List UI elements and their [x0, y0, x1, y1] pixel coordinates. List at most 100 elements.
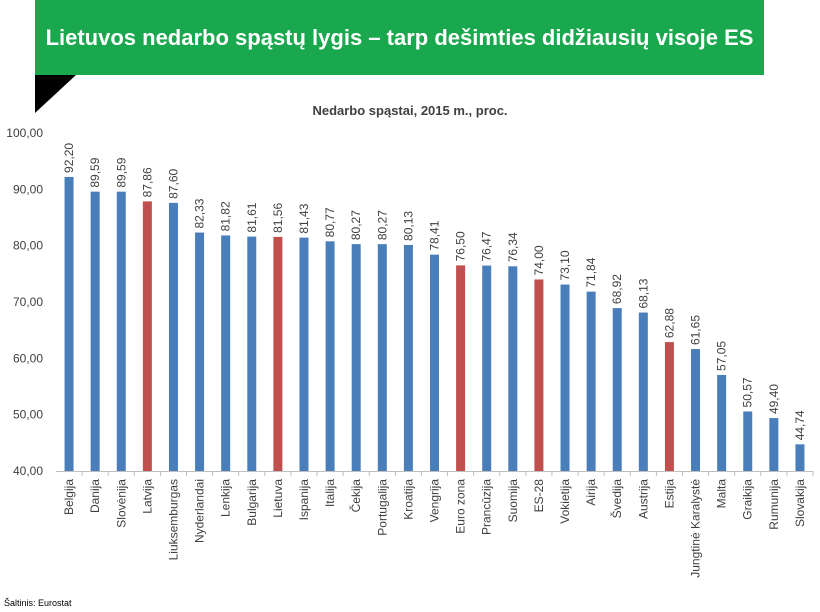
bar-18: [534, 279, 544, 471]
bar-22: [638, 312, 648, 471]
category-label: Malta: [715, 479, 729, 509]
bar-1: [90, 191, 100, 471]
bar-0: [64, 176, 74, 471]
bar-7: [247, 236, 257, 471]
category-label: Portugalija: [375, 479, 389, 536]
category-label: Estija: [662, 479, 676, 509]
data-label: 87,60: [166, 168, 180, 198]
category-label: Slovakija: [793, 479, 807, 527]
data-label: 61,65: [689, 315, 703, 345]
data-label: 80,13: [401, 211, 415, 241]
category-label: Čekija: [348, 479, 363, 513]
category-label: Latvija: [140, 479, 154, 514]
y-tick-label: 80,00: [13, 239, 43, 253]
category-label: Ispanija: [297, 479, 311, 521]
category-label: Jungtinė Karalystė: [689, 479, 703, 578]
bar-13: [403, 244, 413, 471]
bar-19: [560, 284, 570, 471]
category-label: Euro zona: [454, 479, 468, 534]
category-label: Kroatija: [401, 479, 415, 520]
data-label: 80,77: [323, 207, 337, 237]
bar-15: [456, 265, 466, 471]
category-label: Prancūzija: [480, 479, 494, 535]
data-label: 62,88: [662, 308, 676, 338]
bar-27: [769, 418, 779, 471]
bar-5: [195, 232, 205, 471]
category-label: Lenkija: [219, 479, 233, 517]
data-label: 76,34: [506, 232, 520, 262]
bar-9: [299, 237, 309, 471]
category-label: Liuksemburgas: [166, 479, 180, 560]
banner-fold-decoration: [35, 75, 76, 113]
bar-4: [168, 202, 178, 471]
category-label: Suomija: [506, 479, 520, 523]
data-label: 82,33: [193, 198, 207, 228]
data-label: 89,59: [114, 157, 128, 187]
chart-title: Nedarbo spąstai, 2015 m., proc.: [312, 103, 508, 118]
y-tick-label: 40,00: [13, 464, 43, 478]
bar-3: [142, 201, 152, 471]
category-label: Austrija: [636, 479, 650, 519]
category-label: Italija: [323, 479, 337, 507]
bar-6: [221, 235, 231, 471]
bar-2: [116, 191, 126, 471]
data-label: 81,56: [271, 203, 285, 233]
category-label: Belgija: [62, 479, 76, 515]
bar-28: [795, 444, 805, 471]
data-label: 92,20: [62, 143, 76, 173]
y-tick-label: 70,00: [13, 295, 43, 309]
data-label: 73,10: [558, 250, 572, 280]
bar-23: [664, 342, 674, 471]
category-label: Rumunija: [767, 479, 781, 530]
bar-14: [430, 254, 439, 471]
y-tick-label: 90,00: [13, 182, 43, 196]
category-label: Nyderlandai: [193, 479, 207, 543]
category-label: Bulgarija: [245, 479, 259, 526]
data-label: 57,05: [715, 341, 729, 371]
category-label: Graikija: [741, 479, 755, 520]
category-label: Švedija: [609, 479, 624, 519]
page-title: Lietuvos nedarbo spąstų lygis – tarp deš…: [45, 24, 754, 50]
bar-11: [351, 244, 361, 471]
bar-8: [273, 236, 283, 471]
header-banner: Lietuvos nedarbo spąstų lygis – tarp deš…: [35, 0, 764, 75]
category-label: Airija: [584, 479, 598, 506]
bar-25: [717, 374, 727, 471]
data-label: 89,59: [88, 157, 102, 187]
data-label: 68,13: [636, 278, 650, 308]
category-label: Vengrija: [428, 479, 442, 523]
y-tick-label: 100,00: [6, 126, 43, 140]
data-label: 44,74: [793, 410, 807, 440]
data-label: 49,40: [767, 384, 781, 414]
category-label: Vokietija: [558, 479, 572, 524]
bar-20: [586, 291, 596, 471]
source-note: Šaltinis: Eurostat: [4, 598, 72, 608]
bar-10: [325, 241, 335, 471]
data-label: 68,92: [610, 274, 624, 304]
bar-21: [612, 308, 622, 471]
data-label: 81,82: [219, 201, 233, 231]
data-label: 76,50: [454, 231, 468, 261]
bar-17: [508, 266, 518, 471]
data-label: 80,27: [375, 210, 389, 240]
data-label: 76,47: [480, 231, 494, 261]
bar-26: [743, 411, 753, 471]
data-label: 81,43: [297, 203, 311, 233]
category-label: ES-28: [532, 479, 546, 513]
bar-16: [482, 265, 492, 471]
data-label: 87,86: [140, 167, 154, 197]
data-label: 50,57: [741, 377, 755, 407]
data-label: 71,84: [584, 257, 598, 287]
data-label: 80,27: [349, 210, 363, 240]
data-label: 78,41: [428, 220, 442, 250]
y-tick-label: 60,00: [13, 351, 43, 365]
y-tick-label: 50,00: [13, 408, 43, 422]
bar-12: [377, 244, 387, 471]
category-label: Danija: [88, 479, 102, 513]
data-label: 74,00: [532, 245, 546, 275]
category-label: Slovėnija: [114, 479, 128, 528]
data-label: 81,61: [245, 202, 259, 232]
bar-24: [691, 349, 701, 471]
category-label: Lietuva: [271, 479, 285, 518]
